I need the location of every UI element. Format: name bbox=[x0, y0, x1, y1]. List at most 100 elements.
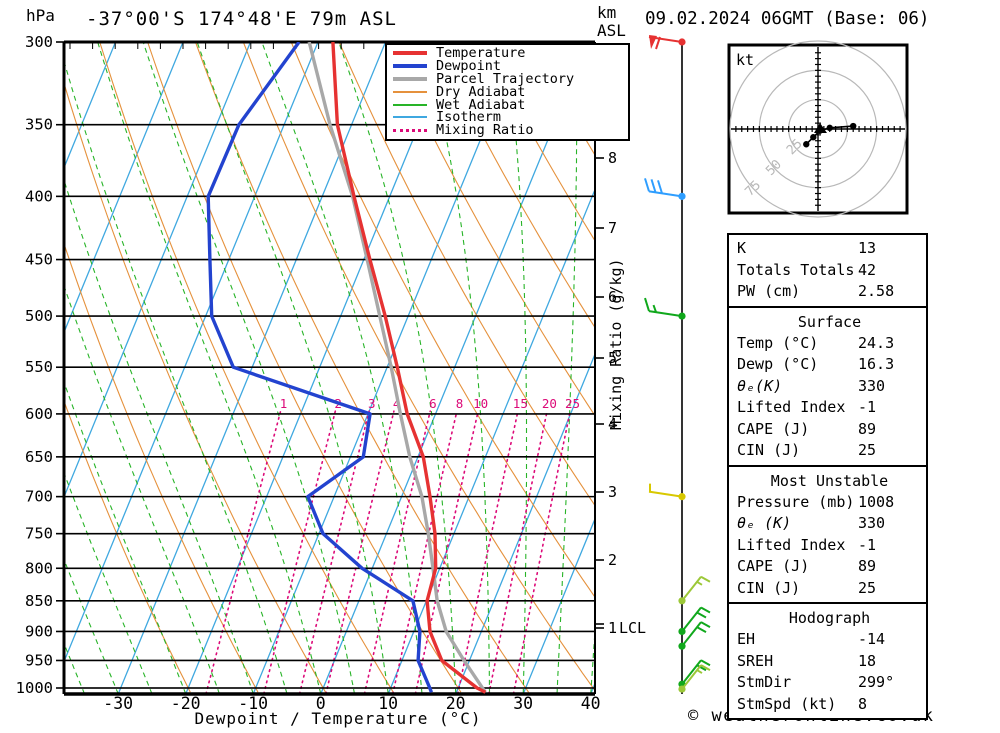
legend-label: Temperature bbox=[436, 45, 526, 62]
altitude-unit-km: km bbox=[597, 3, 617, 22]
index-label: EH bbox=[737, 630, 756, 648]
index-label: Pressure (mb) bbox=[737, 492, 855, 511]
index-value: 330 bbox=[858, 376, 886, 395]
svg-text:4: 4 bbox=[608, 415, 617, 433]
table-row: Pressure (mb) 1008 bbox=[737, 492, 922, 514]
svg-text:2: 2 bbox=[608, 551, 617, 569]
index-label: Lifted Index bbox=[737, 535, 846, 554]
svg-text:650: 650 bbox=[25, 448, 53, 466]
svg-text:3: 3 bbox=[608, 483, 617, 501]
legend-item-parcel: Parcel Trajectory bbox=[393, 71, 628, 87]
station-title: -37°00'S 174°48'E 79m ASL bbox=[86, 8, 397, 30]
background-grid bbox=[64, 42, 595, 694]
most-unstable-indices-box: Most Unstable Pressure (mb) 1008 θₑ (K) … bbox=[727, 464, 928, 604]
sounding-curves bbox=[206, 42, 487, 694]
table-row: θₑ(K) 330 bbox=[737, 376, 922, 398]
table-row: K 13 bbox=[737, 238, 922, 260]
table-row: Totals Totals 42 bbox=[737, 260, 922, 282]
surface-indices-box: Surface Temp (°C) 24.3 Dewp (°C) 16.3 θₑ… bbox=[727, 305, 928, 467]
index-label: PW (cm) bbox=[737, 282, 801, 300]
svg-text:-30: -30 bbox=[103, 694, 133, 713]
svg-text:8: 8 bbox=[456, 396, 464, 411]
index-label: θₑ (K) bbox=[737, 514, 792, 532]
svg-text:3: 3 bbox=[368, 396, 376, 411]
legend-item-wet-adiabat: Wet Adiabat bbox=[393, 97, 628, 113]
wet-adiabat-line-swatch bbox=[393, 103, 427, 106]
svg-text:10: 10 bbox=[473, 396, 488, 411]
table-title: Most Unstable bbox=[770, 471, 889, 490]
svg-text:400: 400 bbox=[25, 187, 53, 205]
svg-text:6: 6 bbox=[429, 396, 437, 411]
svg-text:6: 6 bbox=[608, 288, 617, 306]
table-row: PW (cm) 2.58 bbox=[737, 281, 922, 303]
index-value: 89 bbox=[858, 557, 877, 575]
temperature-axis-label: Dewpoint / Temperature (°C) bbox=[194, 709, 482, 728]
svg-text:15: 15 bbox=[513, 396, 528, 411]
svg-text:450: 450 bbox=[25, 251, 53, 269]
index-value: 89 bbox=[858, 419, 877, 438]
table-row: Lifted Index -1 bbox=[737, 397, 922, 419]
svg-text:800: 800 bbox=[25, 559, 53, 577]
svg-text:40: 40 bbox=[581, 694, 601, 713]
parcel-line-swatch bbox=[393, 76, 427, 81]
hodograph-indices-box: Hodograph EH -14 SREH 18 StmDir 299° Stm… bbox=[727, 602, 928, 720]
svg-text:300: 300 bbox=[25, 33, 53, 51]
svg-text:350: 350 bbox=[25, 116, 53, 134]
svg-text:500: 500 bbox=[25, 307, 53, 325]
index-value: 330 bbox=[858, 514, 886, 532]
svg-text:-10: -10 bbox=[238, 694, 268, 713]
legend-item-mixing-ratio: Mixing Ratio bbox=[393, 122, 628, 138]
svg-text:20: 20 bbox=[446, 694, 466, 713]
index-value: 16.3 bbox=[858, 355, 895, 373]
index-value: 25 bbox=[858, 578, 877, 597]
legend-label: Dry Adiabat bbox=[436, 83, 526, 100]
legend-label: Isotherm bbox=[436, 109, 502, 126]
table-row: StmSpd (kt) 8 bbox=[737, 694, 922, 716]
svg-text:-20: -20 bbox=[171, 694, 201, 713]
svg-text:1: 1 bbox=[608, 619, 617, 637]
svg-text:950: 950 bbox=[25, 651, 53, 669]
table-row: CAPE (J) 89 bbox=[737, 419, 922, 441]
index-value: 13 bbox=[858, 239, 877, 257]
index-label: StmDir bbox=[737, 673, 792, 691]
svg-text:LCL: LCL bbox=[619, 619, 646, 637]
isotherm-line-swatch bbox=[393, 116, 427, 119]
index-label: Temp (°C) bbox=[737, 333, 819, 352]
legend-item-dewpoint: Dewpoint bbox=[393, 58, 628, 75]
altitude-axis-unit: km ASL bbox=[597, 4, 626, 40]
index-label: SREH bbox=[737, 651, 774, 670]
index-label: θₑ(K) bbox=[737, 376, 783, 395]
dry-adiabat-line-swatch bbox=[393, 90, 427, 93]
index-value: -1 bbox=[858, 535, 877, 554]
svg-text:kt: kt bbox=[736, 51, 754, 69]
legend-label: Dewpoint bbox=[436, 58, 502, 75]
svg-text:30: 30 bbox=[513, 694, 533, 713]
index-value: -1 bbox=[858, 398, 877, 416]
svg-text:4: 4 bbox=[393, 396, 401, 411]
svg-text:700: 700 bbox=[25, 488, 53, 506]
index-value: 299° bbox=[858, 673, 895, 691]
svg-text:7: 7 bbox=[608, 219, 617, 237]
index-label: Dewp (°C) bbox=[737, 355, 819, 373]
index-label: CAPE (J) bbox=[737, 419, 810, 438]
svg-text:0: 0 bbox=[316, 694, 326, 713]
index-value: 8 bbox=[858, 694, 868, 713]
index-value: 24.3 bbox=[858, 333, 895, 352]
svg-text:900: 900 bbox=[25, 622, 53, 640]
svg-text:10: 10 bbox=[378, 694, 398, 713]
legend-item-isotherm: Isotherm bbox=[393, 109, 628, 126]
svg-text:25: 25 bbox=[565, 396, 580, 411]
table-row: StmDir 299° bbox=[737, 672, 922, 694]
table-title: Surface bbox=[797, 312, 862, 331]
indices-tables: K 13 Totals Totals 42 PW (cm) 2.58 Surfa… bbox=[727, 233, 928, 720]
index-value: 42 bbox=[858, 260, 877, 279]
svg-text:5: 5 bbox=[608, 349, 617, 367]
wind-barb-column bbox=[644, 35, 711, 694]
table-row: Temp (°C) 24.3 bbox=[737, 333, 922, 355]
index-label: StmSpd (kt) bbox=[737, 694, 837, 713]
svg-text:750: 750 bbox=[25, 525, 53, 543]
index-label: Totals Totals bbox=[737, 260, 855, 279]
